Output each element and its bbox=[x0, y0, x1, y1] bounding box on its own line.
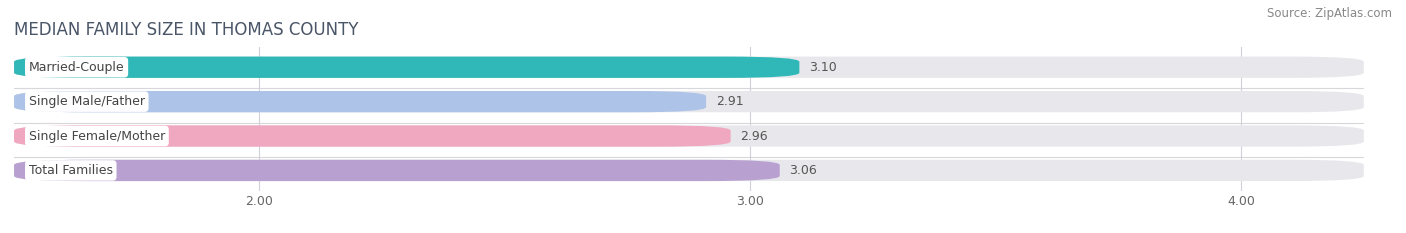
FancyBboxPatch shape bbox=[14, 160, 1364, 181]
FancyBboxPatch shape bbox=[14, 57, 800, 78]
FancyBboxPatch shape bbox=[14, 57, 1364, 78]
Text: 2.91: 2.91 bbox=[716, 95, 744, 108]
Text: 3.10: 3.10 bbox=[810, 61, 837, 74]
FancyBboxPatch shape bbox=[14, 91, 706, 112]
Text: MEDIAN FAMILY SIZE IN THOMAS COUNTY: MEDIAN FAMILY SIZE IN THOMAS COUNTY bbox=[14, 21, 359, 39]
FancyBboxPatch shape bbox=[14, 125, 731, 147]
Text: Single Male/Father: Single Male/Father bbox=[28, 95, 145, 108]
Text: Total Families: Total Families bbox=[28, 164, 112, 177]
Text: 3.06: 3.06 bbox=[790, 164, 817, 177]
Text: Source: ZipAtlas.com: Source: ZipAtlas.com bbox=[1267, 7, 1392, 20]
FancyBboxPatch shape bbox=[14, 125, 1364, 147]
Text: Married-Couple: Married-Couple bbox=[28, 61, 124, 74]
Text: 2.96: 2.96 bbox=[741, 130, 768, 143]
Text: Single Female/Mother: Single Female/Mother bbox=[28, 130, 165, 143]
FancyBboxPatch shape bbox=[14, 91, 1364, 112]
FancyBboxPatch shape bbox=[14, 160, 780, 181]
